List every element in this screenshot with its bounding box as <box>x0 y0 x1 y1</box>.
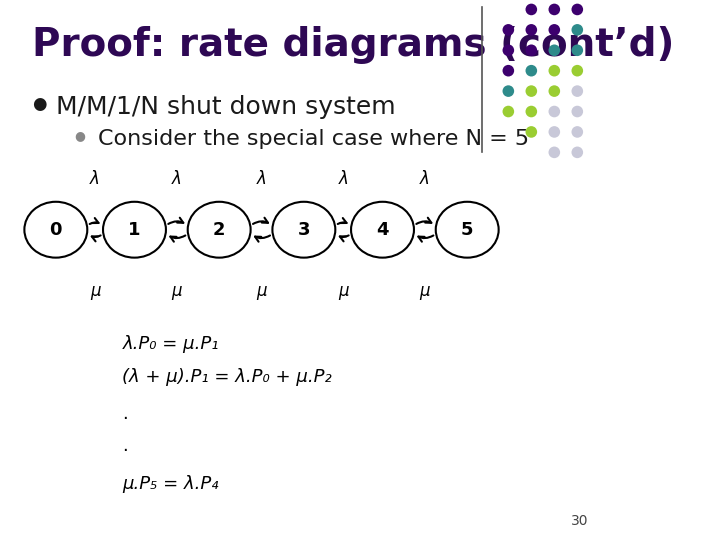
Point <box>572 66 583 75</box>
Point <box>503 66 514 75</box>
Text: 5: 5 <box>461 221 474 239</box>
Point <box>526 87 537 96</box>
Point <box>572 148 583 157</box>
Circle shape <box>351 202 414 258</box>
Point <box>572 127 583 136</box>
Text: μ.P₅ = λ.P₄: μ.P₅ = λ.P₄ <box>122 475 219 493</box>
Text: 3: 3 <box>297 221 310 239</box>
Text: Consider the special case where N = 5: Consider the special case where N = 5 <box>98 129 529 149</box>
Circle shape <box>436 202 499 258</box>
Circle shape <box>188 202 251 258</box>
Point <box>503 87 514 96</box>
Point <box>549 107 560 116</box>
Point <box>526 107 537 116</box>
Point <box>526 127 537 136</box>
Text: λ: λ <box>90 170 100 188</box>
Point <box>572 87 583 96</box>
Text: λ: λ <box>256 170 266 188</box>
Text: ●: ● <box>74 129 85 142</box>
Point <box>549 25 560 34</box>
Text: ●: ● <box>32 96 46 113</box>
Text: μ: μ <box>420 282 430 300</box>
Text: 30: 30 <box>571 514 588 528</box>
Point <box>549 66 560 75</box>
Text: 2: 2 <box>213 221 225 239</box>
Text: λ: λ <box>338 170 348 188</box>
Text: .: . <box>122 437 128 455</box>
Point <box>503 25 514 34</box>
Point <box>549 5 560 14</box>
Text: (λ + μ).P₁ = λ.P₀ + μ.P₂: (λ + μ).P₁ = λ.P₀ + μ.P₂ <box>122 368 332 386</box>
Text: λ: λ <box>172 170 181 188</box>
Circle shape <box>24 202 87 258</box>
Point <box>526 5 537 14</box>
Point <box>526 66 537 75</box>
Point <box>526 46 537 55</box>
Point <box>549 148 560 157</box>
Point <box>549 46 560 55</box>
Text: Proof: rate diagrams (cont’d): Proof: rate diagrams (cont’d) <box>32 25 674 64</box>
Text: 1: 1 <box>128 221 140 239</box>
Text: 0: 0 <box>50 221 62 239</box>
Point <box>503 46 514 55</box>
Point <box>503 107 514 116</box>
Text: λ.P₀ = μ.P₁: λ.P₀ = μ.P₁ <box>122 335 219 353</box>
Point <box>572 5 583 14</box>
Circle shape <box>272 202 336 258</box>
Point <box>572 25 583 34</box>
Circle shape <box>103 202 166 258</box>
Text: .: . <box>122 405 128 423</box>
Text: μ: μ <box>171 282 182 300</box>
Text: 4: 4 <box>377 221 389 239</box>
Text: M/M/1/N shut down system: M/M/1/N shut down system <box>56 96 395 119</box>
Point <box>572 46 583 55</box>
Point <box>572 107 583 116</box>
Text: μ: μ <box>256 282 267 300</box>
Text: λ: λ <box>420 170 430 188</box>
Text: μ: μ <box>90 282 101 300</box>
Point <box>526 25 537 34</box>
Point <box>549 127 560 136</box>
Text: μ: μ <box>338 282 348 300</box>
Point <box>549 87 560 96</box>
